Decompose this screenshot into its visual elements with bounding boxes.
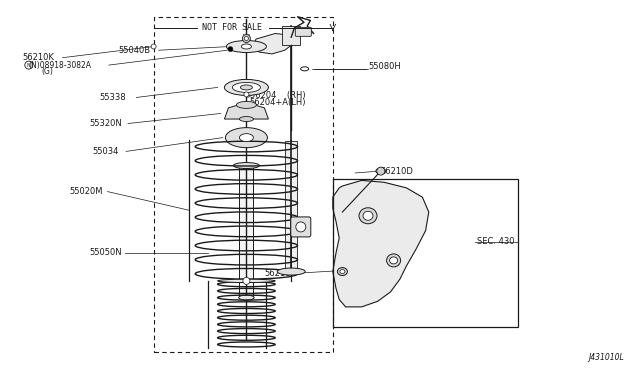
Text: (G): (G) — [42, 67, 54, 76]
Polygon shape — [333, 180, 429, 307]
Ellipse shape — [232, 83, 260, 92]
Text: NOT FOR SALE: NOT FOR SALE — [202, 23, 262, 32]
Text: 56210K: 56210K — [22, 53, 54, 62]
Ellipse shape — [340, 270, 345, 273]
Text: 56210D: 56210D — [381, 167, 413, 176]
Ellipse shape — [225, 79, 268, 96]
Ellipse shape — [387, 254, 401, 267]
Ellipse shape — [225, 128, 268, 148]
Circle shape — [228, 46, 233, 52]
Ellipse shape — [359, 208, 377, 224]
FancyBboxPatch shape — [295, 27, 311, 36]
Polygon shape — [225, 105, 268, 119]
Text: 55034: 55034 — [93, 147, 119, 156]
Text: (N)08918-3082A: (N)08918-3082A — [29, 61, 92, 70]
Circle shape — [244, 92, 249, 97]
Text: J431010L: J431010L — [588, 353, 624, 362]
Bar — [333, 179, 518, 327]
Ellipse shape — [239, 116, 253, 122]
Circle shape — [243, 35, 250, 42]
Circle shape — [377, 167, 385, 175]
Bar — [154, 17, 333, 352]
Circle shape — [244, 36, 248, 41]
Text: 56218: 56218 — [265, 269, 291, 278]
Text: 55320N: 55320N — [90, 119, 122, 128]
Ellipse shape — [218, 279, 275, 283]
Ellipse shape — [227, 41, 266, 52]
Ellipse shape — [241, 44, 252, 49]
FancyBboxPatch shape — [291, 217, 311, 237]
Bar — [282, 26, 300, 45]
Ellipse shape — [277, 268, 305, 275]
Text: 55050N: 55050N — [90, 248, 122, 257]
Polygon shape — [253, 33, 294, 54]
Text: 55338: 55338 — [99, 93, 126, 102]
Circle shape — [151, 44, 156, 49]
Bar — [239, 167, 253, 298]
Ellipse shape — [234, 163, 259, 169]
Ellipse shape — [239, 295, 254, 300]
Ellipse shape — [236, 102, 257, 108]
Bar — [237, 137, 255, 145]
Text: 56204+A(LH): 56204+A(LH) — [250, 98, 306, 107]
Circle shape — [243, 278, 250, 284]
Text: 56204    (RH): 56204 (RH) — [250, 92, 305, 100]
Bar — [285, 141, 297, 272]
Text: 55040B: 55040B — [118, 46, 150, 55]
Ellipse shape — [241, 85, 252, 90]
Text: 55020M: 55020M — [69, 187, 102, 196]
Text: SEC. 430: SEC. 430 — [477, 237, 515, 246]
Ellipse shape — [376, 168, 386, 174]
Text: N: N — [27, 62, 31, 68]
Ellipse shape — [239, 134, 253, 142]
Ellipse shape — [363, 211, 373, 220]
Ellipse shape — [337, 267, 348, 276]
Text: 55080H: 55080H — [368, 62, 401, 71]
Ellipse shape — [390, 257, 397, 264]
Circle shape — [296, 222, 306, 232]
